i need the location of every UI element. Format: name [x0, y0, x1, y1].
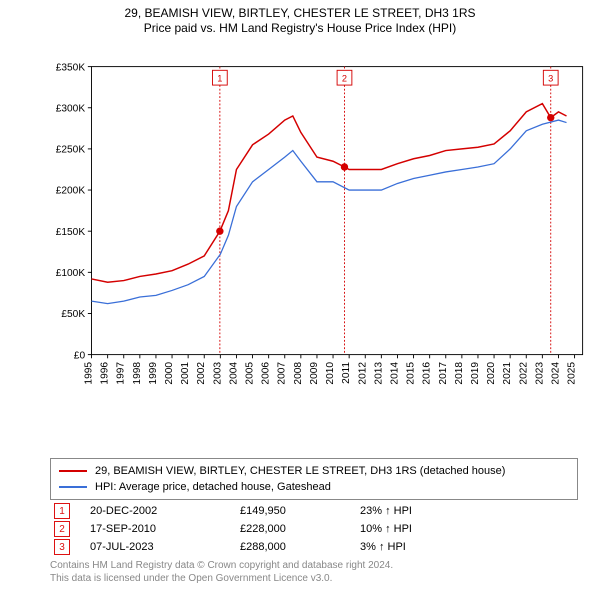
footer-attribution: Contains HM Land Registry data © Crown c…: [50, 560, 393, 585]
sale-hpi-delta: 3% ↑ HPI: [360, 541, 480, 553]
legend: 29, BEAMISH VIEW, BIRTLEY, CHESTER LE ST…: [50, 458, 578, 500]
x-tick-label: 2024: [550, 362, 561, 385]
x-tick-label: 1999: [148, 362, 159, 385]
sale-badge-number: 1: [59, 506, 65, 517]
x-tick-label: 2005: [245, 362, 256, 385]
x-tick-label: 2010: [325, 362, 336, 385]
x-tick-label: 2025: [567, 362, 578, 385]
title-subtitle: Price paid vs. HM Land Registry's House …: [0, 21, 600, 35]
x-tick-label: 2002: [196, 362, 207, 385]
x-tick-label: 2018: [454, 362, 465, 385]
sale-row: 2 17-SEP-2010£228,00010% ↑ HPI: [50, 520, 560, 538]
root: 29, BEAMISH VIEW, BIRTLEY, CHESTER LE ST…: [0, 0, 600, 590]
sale-badge-number: 3: [59, 542, 65, 553]
sale-marker-dot: [341, 163, 348, 170]
sale-date: 17-SEP-2010: [90, 523, 240, 535]
x-tick-label: 2000: [164, 362, 175, 385]
sale-price: £228,000: [240, 523, 360, 535]
y-tick-label: £50K: [61, 309, 85, 320]
sale-badge: 2: [54, 521, 70, 537]
legend-swatch: [59, 486, 87, 488]
x-tick-label: 2020: [486, 362, 497, 385]
sale-date: 07-JUL-2023: [90, 541, 240, 553]
sale-marker-number: 1: [217, 73, 222, 83]
sale-marker-dot: [547, 114, 554, 121]
sale-badge-number: 2: [59, 524, 65, 535]
y-tick-label: £150K: [56, 227, 86, 238]
legend-row: HPI: Average price, detached house, Gate…: [59, 479, 569, 495]
y-tick-label: £200K: [56, 186, 86, 197]
legend-label: 29, BEAMISH VIEW, BIRTLEY, CHESTER LE ST…: [95, 465, 505, 477]
x-tick-label: 2021: [502, 362, 513, 385]
x-tick-label: 2012: [357, 362, 368, 385]
sale-hpi-delta: 10% ↑ HPI: [360, 523, 480, 535]
x-tick-label: 2016: [422, 362, 433, 385]
x-tick-label: 2003: [212, 362, 223, 385]
footer-line-2: This data is licensed under the Open Gov…: [50, 573, 393, 586]
x-tick-label: 2007: [277, 362, 288, 385]
y-tick-label: £350K: [56, 62, 86, 73]
sale-badge: 1: [54, 503, 70, 519]
legend-label: HPI: Average price, detached house, Gate…: [95, 481, 331, 493]
sale-price: £149,950: [240, 505, 360, 517]
sale-row: 1 20-DEC-2002£149,95023% ↑ HPI: [50, 502, 560, 520]
x-tick-label: 2013: [373, 362, 384, 385]
sale-badge: 3: [54, 539, 70, 555]
sale-row: 3 07-JUL-2023£288,0003% ↑ HPI: [50, 538, 560, 556]
sale-hpi-delta: 23% ↑ HPI: [360, 505, 480, 517]
legend-row: 29, BEAMISH VIEW, BIRTLEY, CHESTER LE ST…: [59, 463, 569, 479]
x-tick-label: 1998: [132, 362, 143, 385]
x-tick-label: 2006: [261, 362, 272, 385]
sale-marker-number: 3: [548, 73, 553, 83]
x-tick-label: 2019: [470, 362, 481, 385]
sales-table: 1 20-DEC-2002£149,95023% ↑ HPI 2 17-SEP-201…: [50, 502, 560, 556]
x-tick-label: 2023: [534, 362, 545, 385]
x-tick-label: 2011: [341, 362, 352, 384]
price-chart: £0 £50K £100K £150K £200K £250K £300K £350K 1995…: [50, 45, 590, 415]
x-tick-label: 2004: [228, 362, 239, 385]
x-tick-label: 2009: [309, 362, 320, 385]
title-address: 29, BEAMISH VIEW, BIRTLEY, CHESTER LE ST…: [0, 6, 600, 20]
x-tick-label: 1997: [116, 362, 127, 385]
y-tick-label: £0: [74, 350, 86, 361]
x-tick-label: 2022: [518, 362, 529, 385]
x-tick-label: 1995: [84, 362, 95, 385]
y-tick-label: £300K: [56, 103, 86, 114]
title-block: 29, BEAMISH VIEW, BIRTLEY, CHESTER LE ST…: [0, 0, 600, 35]
x-tick-label: 2014: [389, 362, 400, 385]
legend-swatch: [59, 470, 87, 472]
x-tick-label: 2001: [180, 362, 191, 385]
x-tick-label: 1996: [100, 362, 111, 385]
sale-marker-number: 2: [342, 73, 347, 83]
x-tick-label: 2008: [293, 362, 304, 385]
sale-marker-dot: [216, 228, 223, 235]
x-tick-label: 2017: [438, 362, 449, 385]
footer-line-1: Contains HM Land Registry data © Crown c…: [50, 560, 393, 573]
y-tick-label: £250K: [56, 145, 86, 156]
y-tick-label: £100K: [56, 268, 86, 279]
sale-price: £288,000: [240, 541, 360, 553]
x-tick-label: 2015: [406, 362, 417, 385]
sale-date: 20-DEC-2002: [90, 505, 240, 517]
